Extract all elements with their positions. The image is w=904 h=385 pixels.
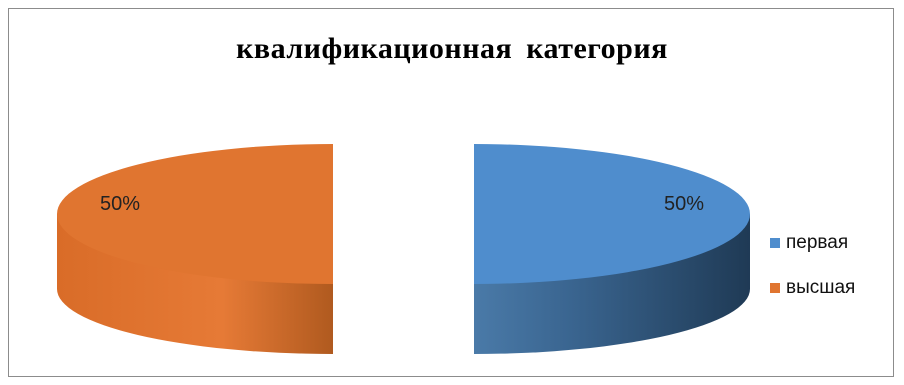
legend-swatch-pervaya [770, 238, 780, 248]
legend-item-vysshaya: высшая [770, 275, 855, 301]
slice-pervaya-label: 50% [664, 193, 704, 215]
legend-swatch-vysshaya [770, 283, 780, 293]
chart-title: квалификационная категория [236, 32, 668, 65]
slice-vysshaya-top [57, 144, 333, 284]
legend-label-pervaya: первая [786, 232, 849, 253]
legend-item-pervaya: первая [770, 230, 855, 256]
slice-pervaya: 50% [474, 144, 750, 354]
slice-vysshaya-label: 50% [100, 193, 140, 215]
legend-label-vysshaya: высшая [786, 277, 856, 298]
slice-vysshaya: 50% [57, 144, 333, 354]
slice-pervaya-top [474, 144, 750, 284]
legend: первая высшая [770, 230, 855, 320]
